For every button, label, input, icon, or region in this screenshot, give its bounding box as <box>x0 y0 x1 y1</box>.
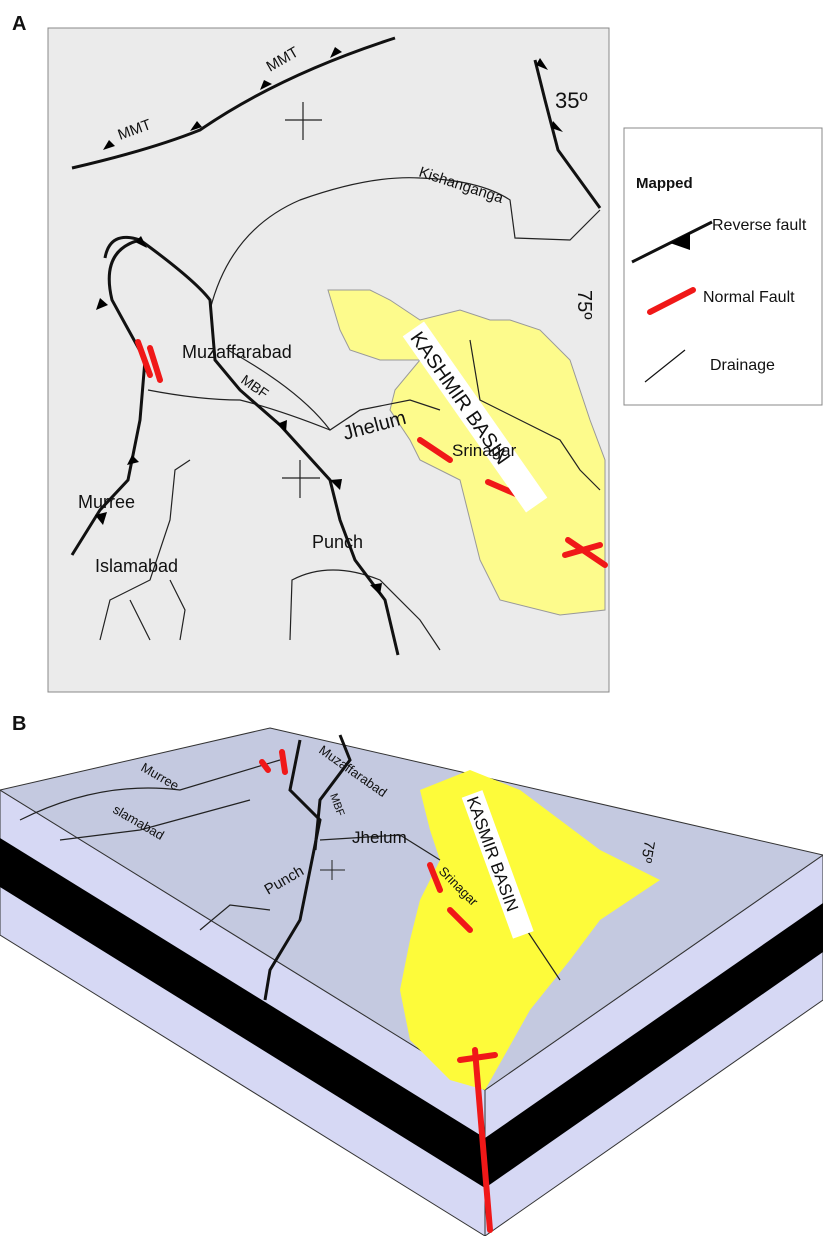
panel-label: A <box>12 13 26 35</box>
map-label: Punch <box>312 532 363 552</box>
map-label: Srinagar <box>452 441 517 460</box>
legend: Mapped Reverse fault Normal Fault Draina… <box>624 128 822 405</box>
legend-item: Normal Fault <box>703 289 795 306</box>
map-label: 35º <box>555 88 588 113</box>
panel-label: B <box>12 713 26 735</box>
legend-item: Drainage <box>710 357 775 374</box>
map-label: 75º <box>573 290 595 320</box>
figure: A MMT MMT 35º Kishanganga 75º Muzaffarab… <box>0 0 823 1236</box>
map-label: Murree <box>78 492 135 512</box>
map-label: Muzaffarabad <box>182 342 292 362</box>
legend-item: Reverse fault <box>712 217 807 234</box>
legend-title: Mapped <box>636 175 693 192</box>
map-label: Islamabad <box>95 556 178 576</box>
map-label: Jhelum <box>352 828 407 847</box>
